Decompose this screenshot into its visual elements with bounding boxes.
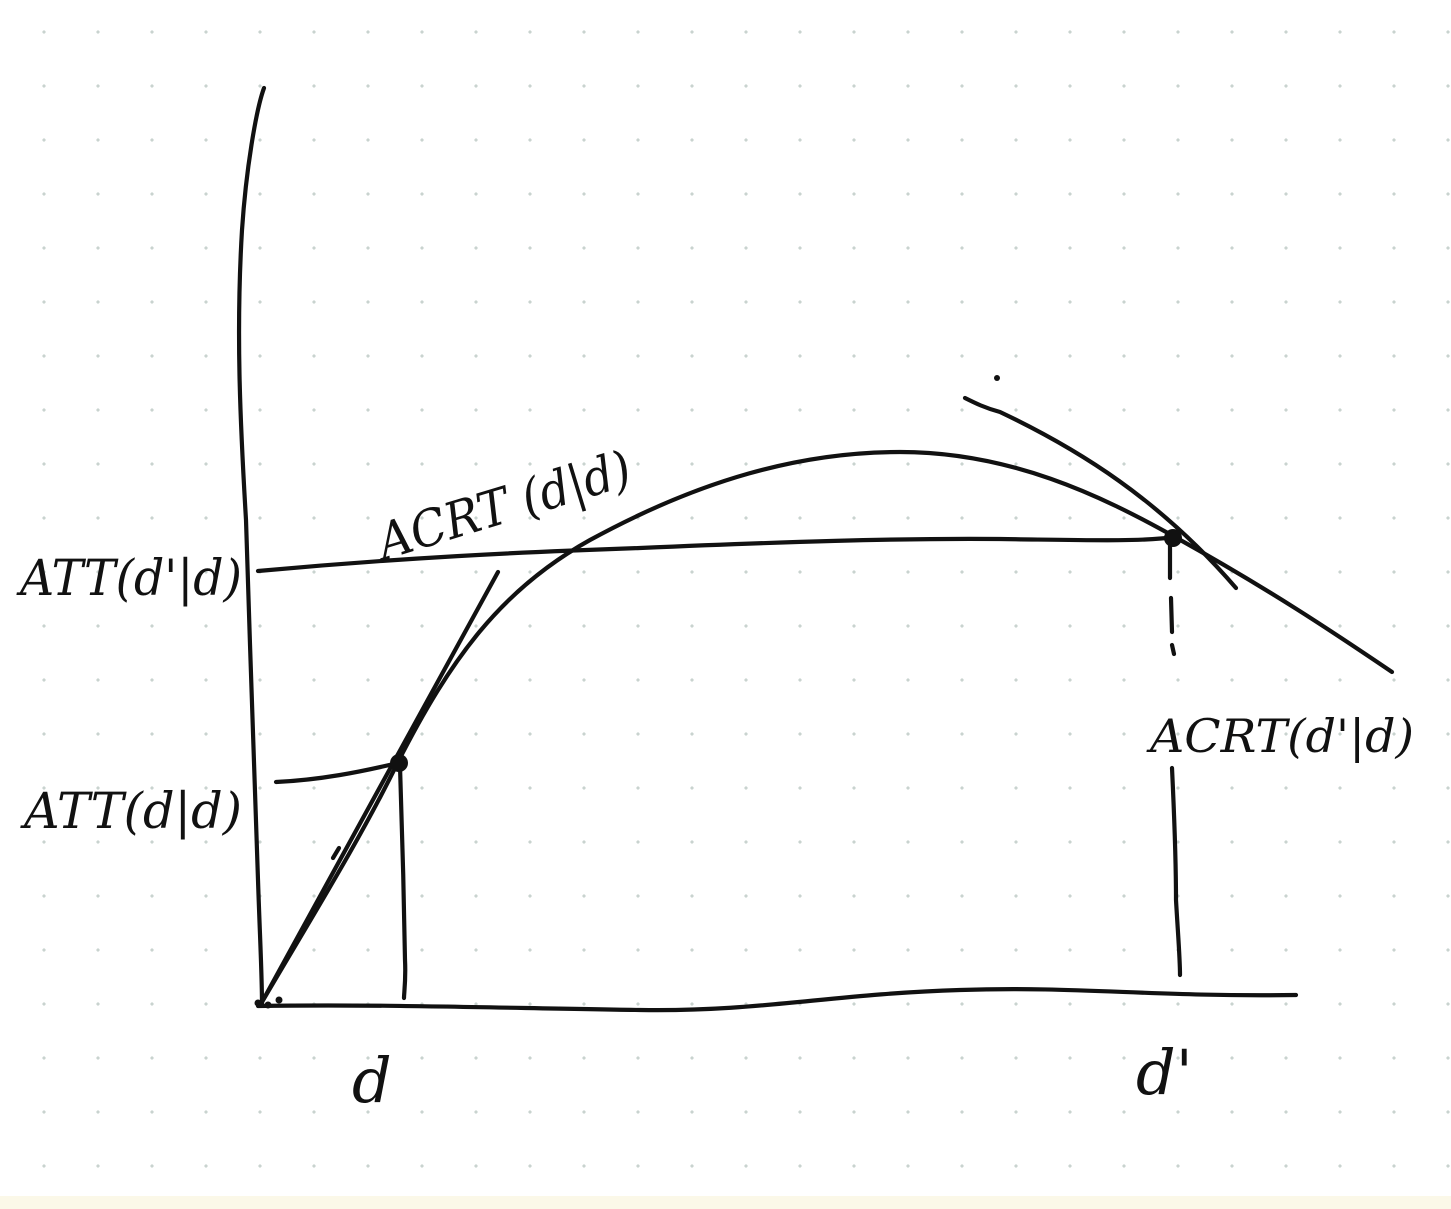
label-att-d-given-d: ATT(d|d) <box>20 782 242 840</box>
curve <box>259 449 1395 1005</box>
x-axis <box>255 987 1299 1013</box>
origin-dot-2 <box>264 1001 272 1009</box>
dprime-vertical-dash-3 <box>1169 642 1177 657</box>
dprime-vertical-dash-2 <box>1168 595 1175 635</box>
origin-dot-3 <box>275 996 283 1004</box>
stray-dot <box>994 375 1000 381</box>
dprime-vertical-dash-4 <box>1169 765 1183 978</box>
origin-dot-1 <box>254 999 262 1007</box>
label-att-dprime-given-d: ATT(d'|d) <box>16 549 242 607</box>
x-tick-label-dprime: d' <box>1136 1036 1193 1109</box>
bottom-strip <box>0 1196 1451 1209</box>
label-acrt-dprime-given-d: ACRT(d'|d) <box>1146 709 1414 763</box>
tangent-at-dprime <box>962 395 1239 591</box>
d-vertical-line <box>397 763 408 1001</box>
point-at-dprime <box>1164 529 1182 547</box>
tangent-tick <box>330 845 342 861</box>
tangent-at-d <box>259 569 501 1005</box>
point-at-d <box>390 754 408 772</box>
att-d-level-line <box>273 760 401 785</box>
y-axis <box>236 85 267 1008</box>
att-dprime-level-line <box>255 534 1178 574</box>
x-tick-label-d: d <box>352 1044 392 1117</box>
